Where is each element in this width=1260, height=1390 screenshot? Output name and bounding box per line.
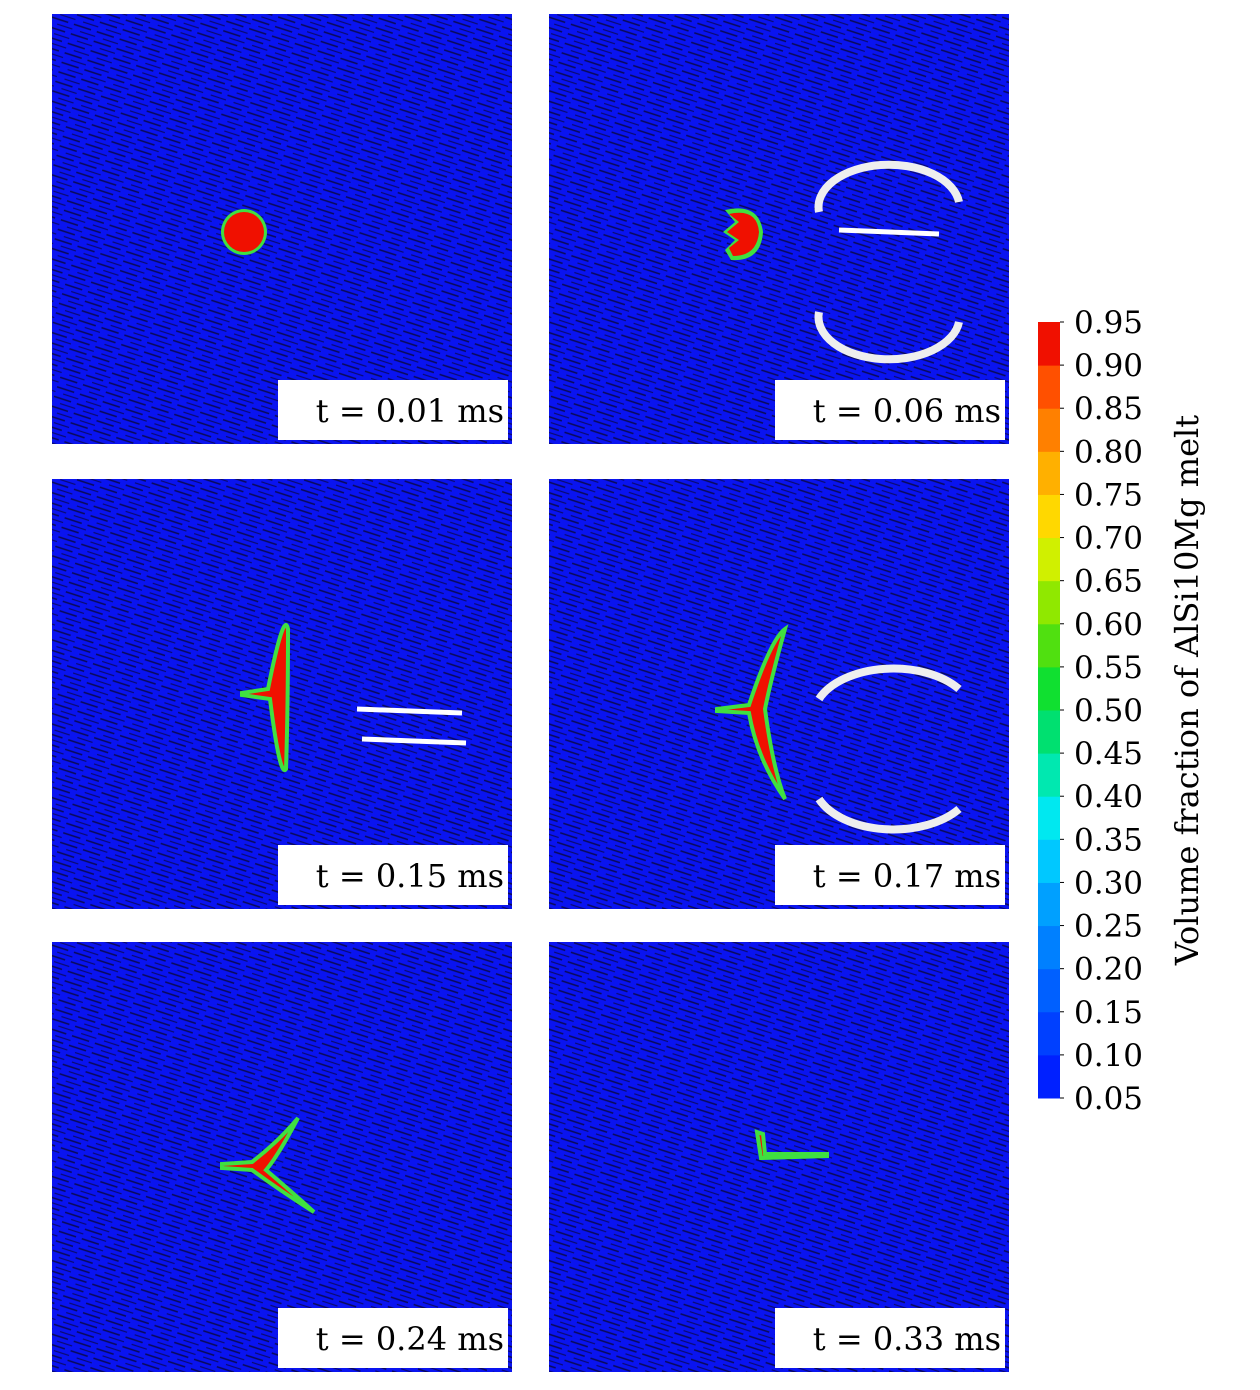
colorbar-tick-label: 0.20 (1074, 952, 1143, 988)
colorbar-bin (1038, 537, 1060, 582)
colorbar-tick-label: 0.50 (1074, 693, 1143, 729)
colorbar-bin (1038, 451, 1060, 495)
colorbar-bin (1038, 710, 1060, 754)
sim-panel: t = 0.17 ms (549, 479, 1009, 909)
time-label-box (278, 380, 508, 440)
time-label: t = 0.06 ms (813, 392, 1001, 430)
colorbar-tick-label: 0.75 (1074, 477, 1143, 513)
time-label-box (775, 845, 1005, 905)
sim-panel: t = 0.33 ms (549, 942, 1009, 1372)
colorbar-tick-label: 0.85 (1074, 391, 1143, 427)
time-label: t = 0.33 ms (813, 1320, 1001, 1358)
panel-background (52, 942, 512, 1372)
time-label-box (278, 845, 508, 905)
sim-panel: t = 0.01 ms (52, 14, 512, 444)
colorbar-bin (1038, 408, 1060, 452)
colorbar-tick-label: 0.80 (1074, 434, 1143, 470)
colorbar: 0.05 0.10 0.15 0.20 0.25 0.30 0.35 0.40 0.45 0.50… (1038, 305, 1143, 1117)
colorbar-tick-label: 0.70 (1074, 521, 1143, 557)
colorbar-bin (1038, 494, 1060, 539)
droplet (224, 212, 264, 252)
colorbar-tick-label: 0.05 (1074, 1081, 1143, 1117)
flow-arrow (838, 227, 940, 237)
sheet (240, 623, 291, 773)
droplet (727, 212, 759, 256)
time-label-box (278, 1308, 508, 1368)
vortex-arrow (814, 160, 963, 213)
colorbar-bin (1038, 796, 1060, 840)
colorbar-label: Volume fraction of AlSi10Mg melt (1168, 415, 1206, 966)
colorbar-bin (1038, 623, 1060, 668)
colorbar-bin (1038, 666, 1060, 711)
colorbar-tick-label: 0.55 (1074, 650, 1143, 686)
colorbar-bin (1038, 968, 1060, 1013)
colorbar-tick-label: 0.10 (1074, 1038, 1143, 1074)
time-label: t = 0.24 ms (316, 1320, 504, 1358)
colorbar-tick-label: 0.45 (1074, 736, 1143, 772)
vortex-arrow (814, 311, 963, 364)
panels: t = 0.01 ms t = 0.06 ms t = 0.15 ms t = 0.1… (52, 14, 1009, 1372)
colorbar-bin (1038, 322, 1060, 366)
colorbar-tick-label: 0.30 (1074, 865, 1143, 901)
colorbar-bin (1038, 925, 1060, 970)
colorbar-bin (1038, 580, 1060, 625)
colorbar-tick-label: 0.60 (1074, 607, 1143, 643)
colorbar-bin (1038, 1011, 1060, 1056)
sim-panel: t = 0.15 ms (52, 479, 512, 909)
colorbar-tick-label: 0.15 (1074, 995, 1143, 1031)
flow-arrow (356, 706, 463, 716)
time-label-box (775, 1308, 1005, 1368)
vortex-arrow (815, 796, 962, 834)
time-label: t = 0.01 ms (316, 392, 504, 430)
colorbar-tick-label: 0.40 (1074, 779, 1143, 815)
time-label: t = 0.15 ms (316, 857, 504, 895)
sheet (715, 624, 789, 801)
colorbar-tick-label: 0.95 (1074, 305, 1143, 341)
sim-panel: t = 0.06 ms (549, 14, 1009, 444)
sim-panel: t = 0.24 ms (52, 942, 512, 1372)
colorbar-bin (1038, 882, 1060, 927)
colorbar-bin (1038, 1054, 1060, 1099)
colorbar-bin (1038, 365, 1060, 409)
colorbar-tick-label: 0.90 (1074, 348, 1143, 384)
panel-background (549, 14, 1009, 444)
sheet (754, 1129, 829, 1161)
flow-arrow (361, 736, 467, 746)
vortex-arrow (815, 664, 962, 702)
colorbar-tick-label: 0.25 (1074, 909, 1143, 945)
panel-background (52, 14, 512, 444)
time-label-box (775, 380, 1005, 440)
colorbar-bin (1038, 839, 1060, 883)
colorbar-tick-label: 0.35 (1074, 822, 1143, 858)
time-label: t = 0.17 ms (813, 857, 1001, 895)
colorbar-bin (1038, 753, 1060, 797)
panel-background (549, 479, 1009, 909)
colorbar-tick-label: 0.65 (1074, 564, 1143, 600)
sheet (220, 1116, 316, 1214)
